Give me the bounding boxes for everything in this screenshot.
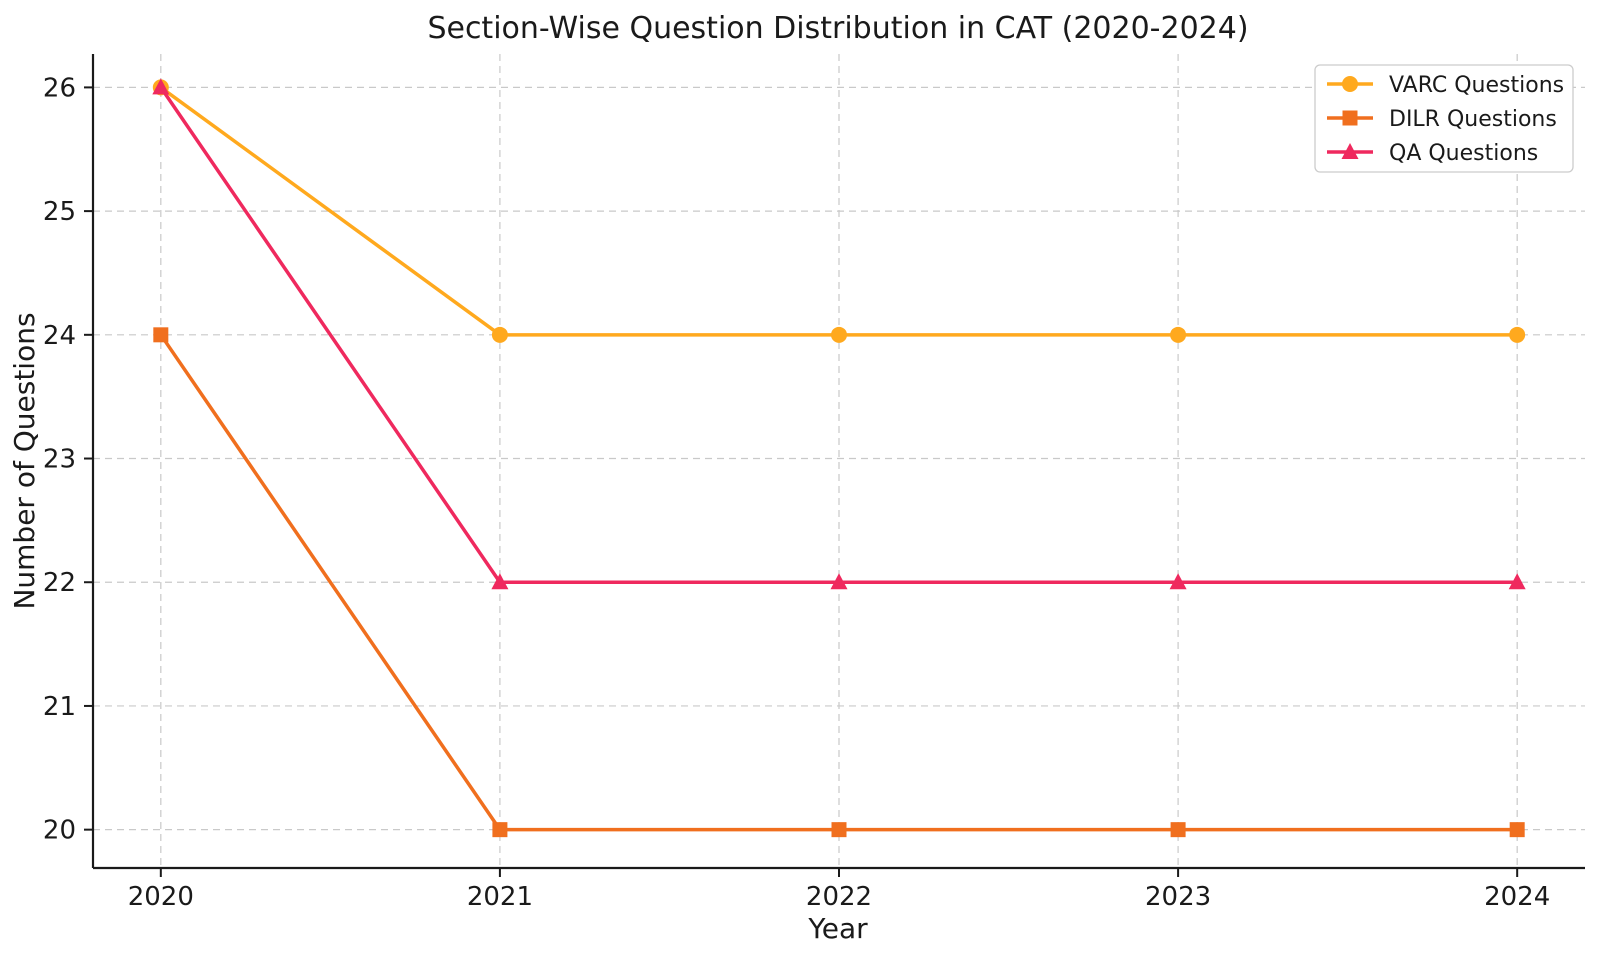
- x-axis-label: Year: [807, 912, 868, 945]
- data-point-dilr-questions: [1509, 822, 1525, 838]
- legend-label: DILR Questions: [1389, 107, 1557, 132]
- data-point-qa-questions: [152, 78, 170, 95]
- legend-item: QA Questions: [1327, 141, 1538, 166]
- data-point-varc-questions: [1170, 326, 1187, 343]
- x-tick-label: 2022: [806, 882, 872, 912]
- legend-label: QA Questions: [1389, 141, 1538, 166]
- y-tick-label: 25: [43, 197, 76, 227]
- data-point-dilr-questions: [492, 822, 508, 838]
- y-axis-label: Number of Questions: [8, 312, 41, 609]
- x-tick-label: 2021: [467, 882, 533, 912]
- legend-swatch-triangle-icon: [1341, 143, 1359, 159]
- legend-label: VARC Questions: [1389, 73, 1564, 98]
- data-point-dilr-questions: [831, 822, 847, 838]
- y-tick-label: 20: [43, 816, 76, 846]
- legend-swatch-circle-icon: [1342, 76, 1358, 92]
- data-point-qa-questions: [1169, 573, 1187, 590]
- data-point-varc-questions: [831, 326, 847, 343]
- data-point-qa-questions: [491, 573, 509, 590]
- y-tick-label: 21: [43, 692, 76, 722]
- x-tick-label: 2024: [1484, 882, 1550, 912]
- series-layer: [152, 78, 1526, 838]
- legend-layer: VARC Questions DILR Questions QA Questions: [1314, 64, 1574, 173]
- legend-item: VARC Questions: [1327, 73, 1564, 98]
- legend-item: DILR Questions: [1327, 107, 1557, 132]
- data-point-dilr-questions: [153, 327, 169, 343]
- y-tick-label: 23: [43, 445, 76, 475]
- y-tick-label: 22: [43, 568, 76, 598]
- legend-swatch-square-icon: [1342, 110, 1358, 126]
- y-tick-label: 24: [43, 321, 76, 351]
- data-point-varc-questions: [1509, 326, 1526, 343]
- x-tick-label: 2020: [128, 882, 194, 912]
- legend-box: [1314, 64, 1574, 173]
- x-tick-label: 2023: [1145, 882, 1211, 912]
- chart-title: Section-Wise Question Distribution in CA…: [427, 11, 1248, 46]
- data-point-varc-questions: [491, 326, 508, 343]
- y-tick-label: 26: [43, 73, 76, 103]
- grid-layer: [93, 54, 1585, 868]
- data-point-dilr-questions: [1170, 822, 1186, 838]
- data-point-qa-questions: [830, 573, 848, 590]
- data-point-qa-questions: [1508, 573, 1526, 590]
